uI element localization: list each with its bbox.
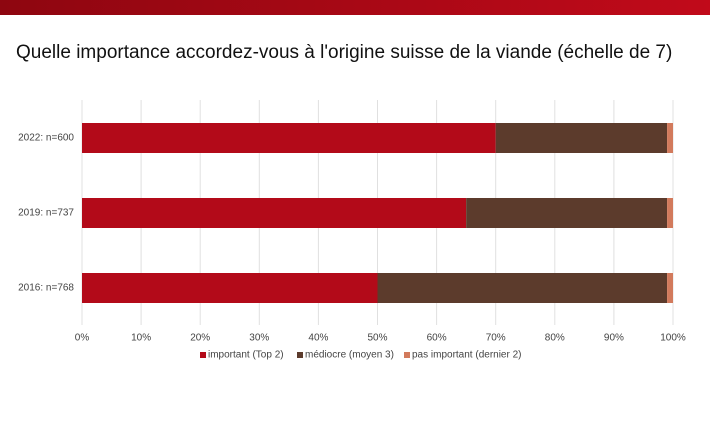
legend-marker bbox=[404, 352, 410, 358]
x-tick-label: 10% bbox=[131, 333, 151, 344]
bar-segment bbox=[667, 198, 673, 228]
bar-segment bbox=[82, 273, 378, 303]
legend-marker bbox=[200, 352, 206, 358]
bar-segment bbox=[82, 123, 496, 153]
x-tick-label: 90% bbox=[604, 333, 624, 344]
x-tick-label: 0% bbox=[75, 333, 90, 344]
header-band bbox=[0, 0, 710, 15]
x-tick-label: 100% bbox=[660, 333, 686, 344]
bar-segment bbox=[82, 198, 467, 228]
bar-segment bbox=[466, 198, 668, 228]
legend-marker bbox=[297, 352, 303, 358]
x-tick-label: 60% bbox=[427, 333, 447, 344]
x-tick-label: 40% bbox=[308, 333, 328, 344]
bar-segment bbox=[667, 273, 673, 303]
legend-label: pas important (dernier 2) bbox=[412, 350, 522, 361]
legend-label: médiocre (moyen 3) bbox=[305, 350, 394, 361]
bar-segment bbox=[667, 123, 673, 153]
x-tick-label: 80% bbox=[545, 333, 565, 344]
chart-title: Quelle importance accordez-vous à l'orig… bbox=[16, 42, 672, 63]
x-tick-label: 50% bbox=[367, 333, 387, 344]
x-tick-label: 20% bbox=[190, 333, 210, 344]
bar-segment bbox=[377, 273, 668, 303]
y-tick-label: 2022: n=600 bbox=[18, 133, 74, 144]
x-tick-label: 70% bbox=[486, 333, 506, 344]
y-tick-label: 2016: n=768 bbox=[18, 283, 74, 294]
bar-segment bbox=[495, 123, 668, 153]
x-tick-label: 30% bbox=[249, 333, 269, 344]
y-tick-label: 2019: n=737 bbox=[18, 208, 74, 219]
legend-label: important (Top 2) bbox=[208, 350, 284, 361]
